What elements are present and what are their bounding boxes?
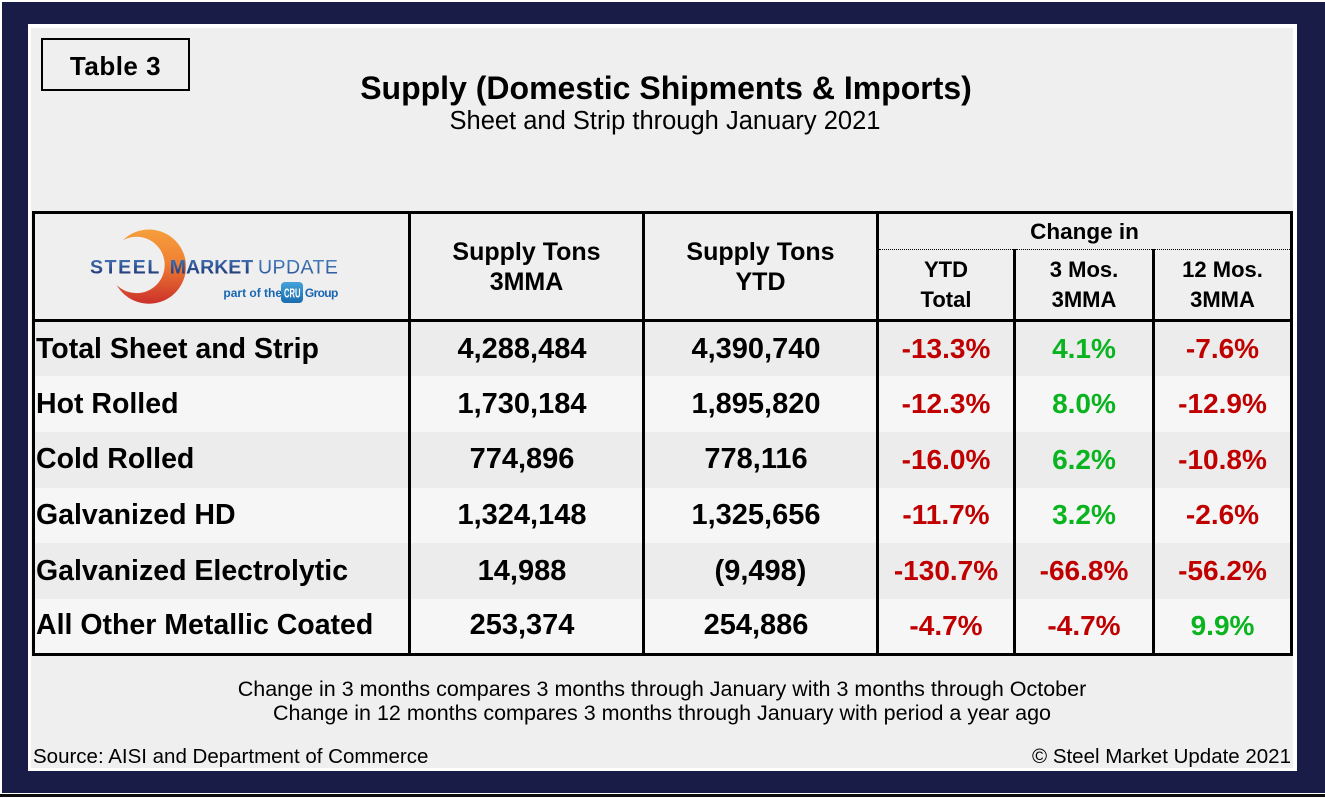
svg-text:STEEL: STEEL — [90, 257, 161, 279]
svg-text:part of the: part of the — [223, 286, 282, 300]
svg-text:Group: Group — [305, 286, 338, 300]
svg-text:MARKET: MARKET — [170, 257, 253, 279]
svg-text:CRU: CRU — [284, 286, 301, 301]
svg-text:UPDATE: UPDATE — [258, 257, 338, 279]
